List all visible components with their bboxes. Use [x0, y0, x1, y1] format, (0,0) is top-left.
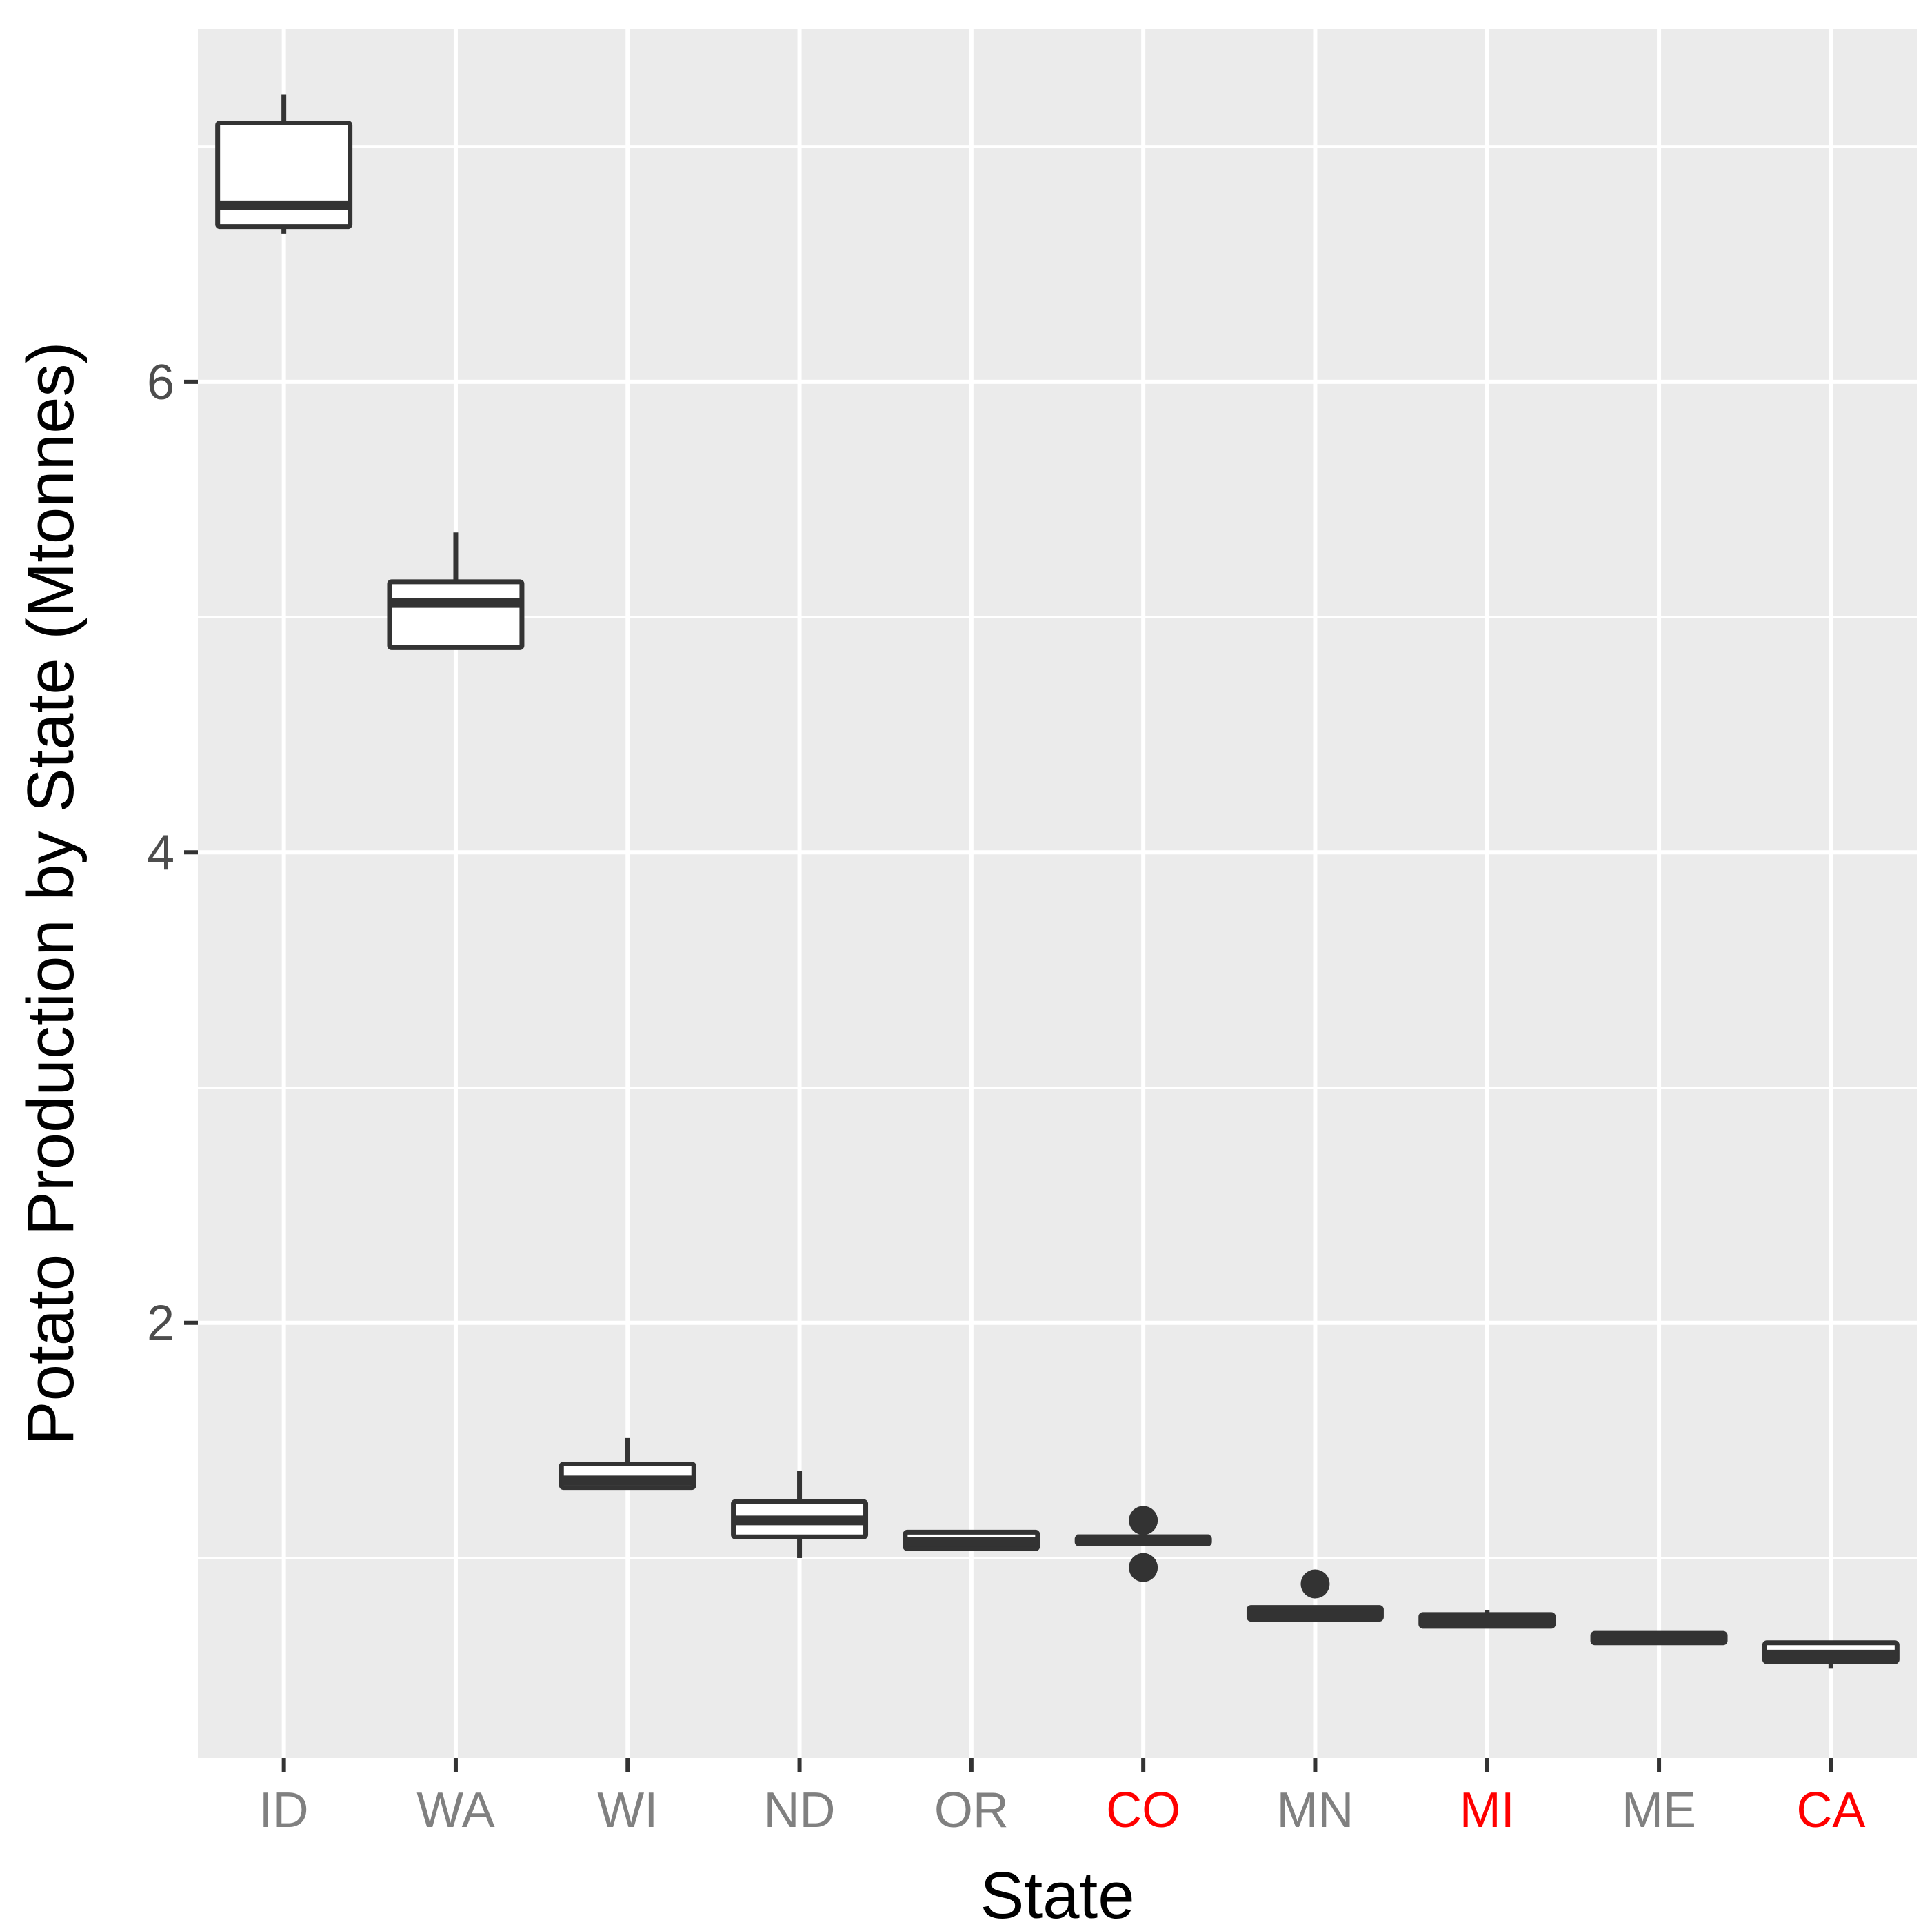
grid-layer [198, 29, 1917, 1758]
box-body [387, 579, 525, 650]
y-tick-label: 4 [147, 825, 174, 880]
x-tick-label-or: OR [934, 1783, 1009, 1838]
outlier-point [1129, 1553, 1158, 1582]
x-tick-label-nd: ND [764, 1783, 836, 1838]
box-ca [1762, 1640, 1900, 1669]
box-id [215, 94, 353, 234]
box-mi [1418, 1610, 1556, 1629]
x-tick-label-wi: WI [597, 1783, 658, 1838]
x-axis-title: State [980, 1859, 1134, 1929]
box-body [215, 120, 353, 230]
outlier-point [1129, 1506, 1158, 1535]
box-co [1074, 1506, 1212, 1582]
x-tick-label-id: ID [259, 1783, 309, 1838]
x-tick-label-wa: WA [416, 1783, 494, 1838]
x-tick-label-ca: CA [1796, 1783, 1865, 1838]
x-tick-label-mi: MI [1460, 1783, 1515, 1838]
box-mn [1246, 1569, 1384, 1622]
y-axis-title: Potato Production by State (Mtonnes) [14, 342, 88, 1446]
box-wa [387, 532, 525, 650]
y-tick-label: 6 [147, 355, 174, 410]
box-me [1590, 1630, 1728, 1646]
plot-panel [198, 29, 1917, 1758]
x-tick-label-co: CO [1106, 1783, 1180, 1838]
outlier-point [1300, 1569, 1330, 1599]
x-tick-label-me: ME [1622, 1783, 1696, 1838]
box-nd [731, 1471, 869, 1558]
axis-layer: 2 4 6 ID WA WI ND OR CO MN MI ME CA [147, 355, 1865, 1838]
boxes-layer [215, 94, 1900, 1669]
box-wi [559, 1437, 696, 1491]
x-tick-label-mn: MN [1276, 1783, 1354, 1838]
box-or [903, 1529, 1040, 1551]
y-tick-label: 2 [147, 1296, 174, 1351]
